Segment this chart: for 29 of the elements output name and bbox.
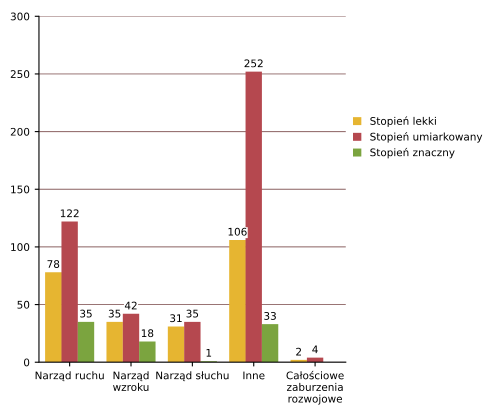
legend-label: Stopień lekki: [370, 116, 436, 127]
x-tick-label: Całościowe zaburzenia rozwojowe: [286, 370, 344, 405]
legend-label: Stopień umiarkowany: [370, 132, 482, 143]
y-tick-label: 150: [11, 185, 30, 194]
data-label: 252: [244, 59, 263, 68]
data-label: 35: [108, 310, 120, 318]
data-label: 42: [124, 302, 137, 310]
data-label: 106: [228, 228, 247, 236]
y-tick-label: 200: [10, 128, 30, 136]
y-tick-label: 250: [10, 70, 30, 78]
x-tick-label: Narząd ruchu: [36, 371, 104, 382]
x-tick-label: Narząd słuchu: [156, 371, 228, 382]
x-tick-label: Narząd wzroku: [113, 371, 149, 391]
data-label: 122: [60, 209, 79, 218]
data-label: 31: [170, 314, 182, 322]
data-label: 4: [312, 346, 318, 354]
legend-label: Stopień znaczny: [370, 148, 455, 158]
y-tick-label: 50: [17, 300, 30, 309]
data-label: 35: [186, 310, 198, 318]
data-label: 35: [80, 310, 92, 318]
data-label: 1: [206, 349, 212, 357]
data-label: 33: [264, 312, 276, 320]
y-tick-label: 300: [10, 12, 30, 20]
data-label: 2: [296, 348, 301, 356]
x-tick-label: Inne: [243, 372, 265, 380]
y-tick-label: 100: [11, 243, 30, 252]
data-label: 78: [48, 260, 60, 268]
y-tick-label: 0: [24, 358, 30, 366]
data-label: 18: [142, 329, 154, 338]
